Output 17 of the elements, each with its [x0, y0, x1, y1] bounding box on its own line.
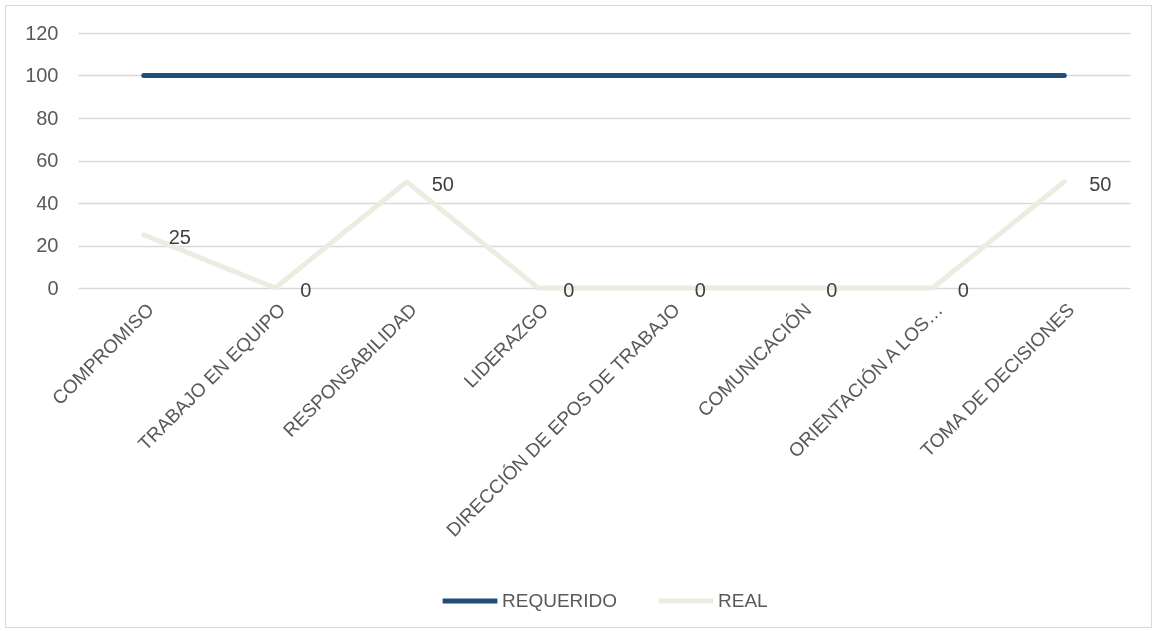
data-label: 0	[826, 279, 838, 301]
data-label: 0	[957, 279, 969, 301]
data-label: 25	[168, 225, 191, 248]
data-label: 0	[563, 279, 575, 301]
data-label: 0	[694, 279, 706, 301]
y-tick-label: 120	[25, 21, 59, 44]
data-label: 0	[300, 279, 312, 301]
y-tick-label: 80	[36, 106, 59, 129]
y-tick-label: 20	[36, 234, 59, 256]
legend-label: REQUERIDO	[502, 590, 618, 611]
y-tick-label: 60	[36, 149, 59, 171]
legend-label: REAL	[718, 590, 768, 611]
y-tick-label: 40	[36, 191, 59, 214]
y-tick-label: 100	[25, 64, 59, 86]
data-label: 50	[431, 172, 454, 195]
data-label: 50	[1089, 172, 1112, 195]
y-tick-label: 0	[47, 276, 59, 299]
